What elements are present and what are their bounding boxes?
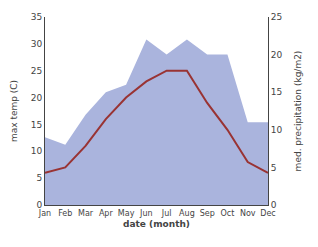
svg-text:Jan: Jan [38, 209, 51, 218]
svg-text:Nov: Nov [240, 209, 256, 218]
svg-text:25: 25 [271, 12, 282, 22]
svg-text:Aug: Aug [179, 209, 195, 218]
svg-text:May: May [118, 209, 135, 218]
svg-text:5: 5 [36, 173, 42, 183]
svg-text:Dec: Dec [260, 209, 275, 218]
svg-text:Sep: Sep [200, 209, 215, 218]
svg-text:max temp (C): max temp (C) [9, 80, 19, 142]
svg-text:25: 25 [31, 66, 42, 76]
svg-text:20: 20 [271, 50, 283, 60]
svg-text:0: 0 [271, 200, 277, 210]
svg-text:20: 20 [31, 93, 43, 103]
svg-text:Oct: Oct [221, 209, 235, 218]
svg-text:15: 15 [31, 120, 42, 130]
svg-text:10: 10 [31, 146, 43, 156]
svg-text:15: 15 [271, 87, 282, 97]
svg-text:Feb: Feb [58, 209, 72, 218]
svg-text:Jul: Jul [161, 209, 172, 218]
svg-text:Jun: Jun [139, 209, 153, 218]
svg-text:10: 10 [271, 125, 283, 135]
svg-text:date (month): date (month) [123, 219, 190, 229]
svg-text:Mar: Mar [78, 209, 94, 218]
svg-text:30: 30 [31, 39, 43, 49]
svg-text:Apr: Apr [99, 209, 114, 218]
svg-text:35: 35 [31, 12, 42, 22]
svg-text:0: 0 [36, 200, 42, 210]
svg-text:5: 5 [271, 163, 277, 173]
svg-text:med. precipitation (kg/m2): med. precipitation (kg/m2) [293, 51, 303, 172]
